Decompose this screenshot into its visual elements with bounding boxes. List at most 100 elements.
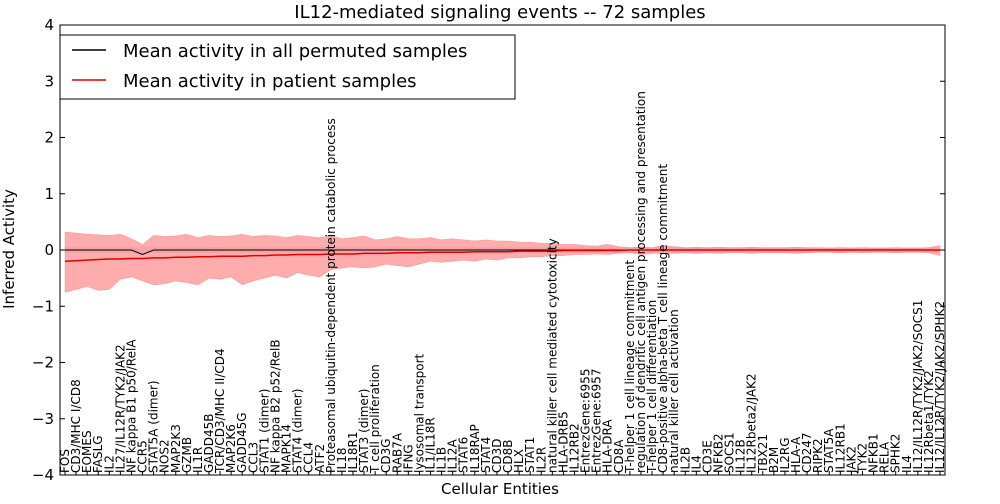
x-axis-label: Cellular Entities — [441, 480, 559, 498]
x-tick-label: IL4 — [900, 455, 914, 473]
x-tick-label: GZMB — [180, 437, 194, 473]
x-tick-label: STAT3 (dimer) — [357, 389, 371, 473]
x-tick-label: IL12Rbeta1/TYK2 — [922, 370, 936, 473]
x-tick-label: GADD45G — [235, 412, 249, 473]
x-tick-label: TBX21 — [756, 434, 770, 474]
x-tick-label: T cell proliferation — [368, 364, 382, 474]
x-tick-label: IL1R — [191, 447, 205, 473]
x-tick-label: IL18 — [335, 448, 349, 474]
x-tick-label: IL2B — [678, 447, 692, 473]
x-tick-label: ATF2 — [313, 444, 327, 473]
x-tick-label: CD8A — [612, 439, 626, 473]
x-tick-label: natural killer cell activation — [667, 309, 681, 473]
x-tick-label: CD3/MHC I/CD8 — [69, 379, 83, 473]
x-tick-label: HLX — [512, 449, 526, 473]
x-tick-label: IL12/IL12R/TYK2/JAK2/SPHK2 — [933, 301, 947, 473]
x-tick-label: lysosomal transport — [412, 353, 426, 473]
x-tick-label: CD3D — [490, 439, 504, 474]
series-line-patient — [64, 249, 940, 262]
y-tick-label: −4 — [32, 466, 54, 484]
x-tick-label: GADD45B — [202, 414, 216, 474]
x-tick-label: CD3E — [700, 440, 714, 473]
x-tick-label: STAT1 (dimer) — [257, 389, 271, 473]
chart-title: IL12-mediated signaling events -- 72 sam… — [294, 2, 705, 23]
x-tick-label: NFKB1 — [867, 433, 881, 473]
x-tick-label: STAT5A — [822, 428, 836, 473]
legend: Mean activity in all permuted samples Me… — [59, 34, 516, 100]
x-tick-label: T-helper 1 cell differentiation — [645, 300, 659, 474]
y-tick-label: −2 — [32, 354, 54, 372]
x-tick-label: RAB7A — [390, 432, 404, 473]
x-tick-label: EOMES — [80, 430, 94, 473]
x-tick-label: IL12RB1 — [833, 423, 847, 473]
y-tick-label: 4 — [44, 16, 54, 34]
y-tick-label: 1 — [44, 185, 54, 203]
x-tick-label: T-helper 1 cell lineage commitment — [623, 260, 637, 474]
x-tick-label: IL1/IL18R — [424, 417, 438, 473]
x-tick-label: IL12A — [446, 439, 460, 473]
x-tick-label: IL1B — [435, 447, 449, 473]
x-tick-label: STAT4 (dimer) — [291, 389, 305, 473]
x-tick-label: NF kappa B1 p50/RelA — [124, 339, 138, 473]
x-tick-label: EntrezGene:6955 — [579, 369, 593, 474]
x-tick-label: MAPK14 — [280, 424, 294, 473]
x-tick-label: CCL3 — [246, 442, 260, 473]
legend-box — [59, 34, 516, 100]
x-tick-label: Proteasomal ubiquitin-dependent protein … — [324, 118, 338, 473]
x-tick-label: NF kappa B2 p52/RelB — [268, 339, 282, 473]
x-tick-label: IL2RG — [778, 438, 792, 474]
x-tick-label: HLA-DRA — [601, 419, 615, 473]
x-tick-label: FOS — [58, 449, 72, 473]
x-tick-label: CCR5 — [136, 440, 150, 473]
x-tick-label: IL27/IL12R/TYK2/JAK2 — [113, 344, 127, 473]
x-tick-label: EntrezGene:6957 — [590, 369, 604, 474]
x-tick-label: HLA-A — [789, 436, 803, 473]
y-axis-label: Inferred Activity — [0, 189, 18, 309]
y-tick-label: 2 — [44, 129, 54, 147]
x-tick-label: IFNG — [401, 444, 415, 473]
y-tick-label: −3 — [32, 410, 54, 428]
legend-label-patient: Mean activity in patient samples — [123, 71, 417, 92]
y-tick-label: −1 — [32, 297, 54, 315]
x-tick-label: CD3G — [379, 438, 393, 473]
x-tick-label: IL12B — [734, 439, 748, 473]
x-tick-label: JAK2 — [844, 446, 858, 474]
y-tick-label: 0 — [44, 241, 54, 259]
x-tick-label: STAT6 — [457, 437, 471, 473]
x-tick-label: natural killer cell mediated cytotoxicit… — [545, 238, 559, 473]
y-axis: −4 −3 −2 −1 0 1 2 3 4 — [32, 16, 945, 484]
x-tick-label: IL12/IL12R/TYK2/JAK2/SOCS1 — [911, 300, 925, 473]
x-tick-label: CD8-positive alpha-beta T cell lineage c… — [656, 164, 670, 473]
x-tick-label: IL2 — [102, 455, 116, 473]
x-tick-label: MAP2K6 — [224, 424, 238, 473]
x-tick-label: NOS2 — [158, 439, 172, 473]
x-tick-label: SPHK2 — [889, 434, 903, 473]
x-tick-label: NFKB2 — [711, 433, 725, 473]
x-tick-label: IL4 — [689, 455, 703, 473]
x-tick-label: MAP2K3 — [169, 424, 183, 473]
x-tick-label: STAT5A (dimer) — [147, 380, 161, 473]
x-tick-label: IL12Rbeta2/JAK2 — [745, 373, 759, 473]
x-tick-label: TCR/CD3/MHC II/CD4 — [213, 348, 227, 474]
x-tick-label: IL18RAP — [468, 424, 482, 473]
x-tick-label: STAT4 — [479, 437, 493, 473]
x-tick-label: IL2R — [534, 447, 548, 473]
y-tick-label: 3 — [44, 72, 54, 90]
legend-label-permuted: Mean activity in all permuted samples — [123, 41, 467, 62]
x-tick-label: regulation of dendritic cell antigen pro… — [634, 91, 648, 473]
x-tick-label: IL18R1 — [346, 432, 360, 473]
x-tick-label: CD8B — [501, 440, 515, 474]
x-tick-label: SOCS1 — [723, 432, 737, 473]
x-tick-label: FASLG — [91, 435, 105, 473]
x-tick-label: TYK2 — [855, 443, 869, 474]
x-tick-label: STAT1 — [523, 437, 537, 473]
x-tick-label: IL12RB2 — [567, 423, 581, 473]
x-tick-label: RIPK2 — [811, 438, 825, 473]
x-tick-label: CD247 — [800, 432, 814, 473]
x-tick-label: CCL4 — [302, 442, 316, 473]
x-tick-label: HLA-DRB5 — [556, 411, 570, 473]
patient-band — [64, 231, 941, 293]
